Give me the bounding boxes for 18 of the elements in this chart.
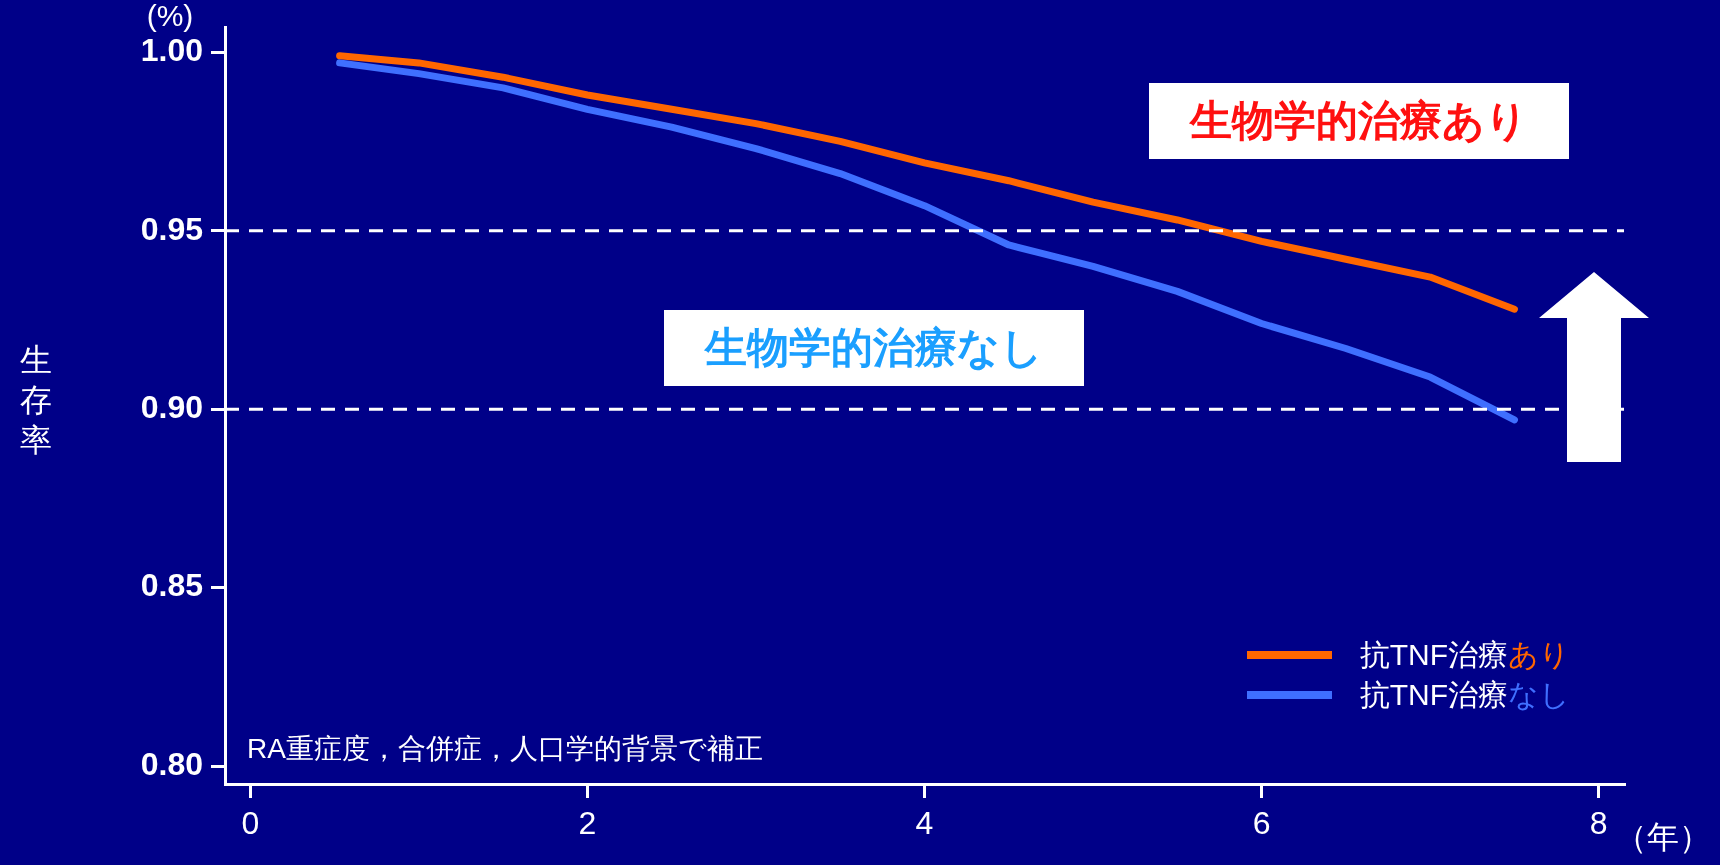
x-tick-label: 8 bbox=[1589, 805, 1608, 842]
y-axis-title: 生存率 bbox=[20, 341, 53, 460]
annotation: 生物学的治療なし bbox=[703, 323, 1043, 371]
x-tick-label: 2 bbox=[578, 805, 597, 842]
annotation: RA重症度，合併症，人口学的背景で補正 bbox=[247, 732, 763, 764]
text: (%) bbox=[146, 0, 194, 33]
y-tick-label: 0.85 bbox=[140, 567, 203, 604]
y-tick-label: 0.90 bbox=[140, 389, 203, 425]
x-tick-label: 6 bbox=[1252, 805, 1271, 842]
x-tick-label: 0 bbox=[241, 805, 260, 842]
legend-label: 抗TNF治療なし bbox=[1359, 676, 1570, 713]
x-tick-label: 4 bbox=[915, 805, 934, 842]
annotation: 生物学的治療あり bbox=[1188, 96, 1528, 144]
legend-label: 抗TNF治療あり bbox=[1359, 636, 1570, 673]
x-axis-title: （年） bbox=[1614, 818, 1711, 855]
y-tick-label: 0.95 bbox=[140, 210, 203, 247]
y-tick-label: 0.80 bbox=[140, 745, 203, 782]
y-tick-label: 1.00 bbox=[140, 32, 203, 69]
